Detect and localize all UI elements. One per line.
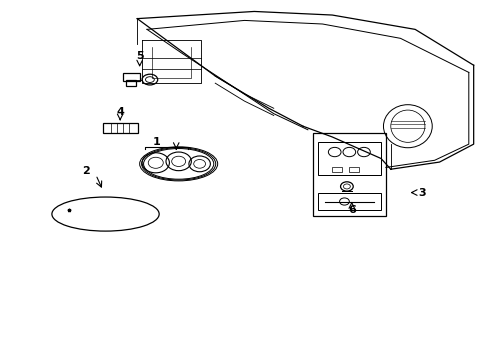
Text: 1: 1 <box>153 138 160 147</box>
Text: 2: 2 <box>82 166 90 176</box>
Text: 6: 6 <box>347 206 355 216</box>
Text: 4: 4 <box>116 107 124 117</box>
Text: 3: 3 <box>418 188 426 198</box>
Text: 5: 5 <box>136 51 143 61</box>
